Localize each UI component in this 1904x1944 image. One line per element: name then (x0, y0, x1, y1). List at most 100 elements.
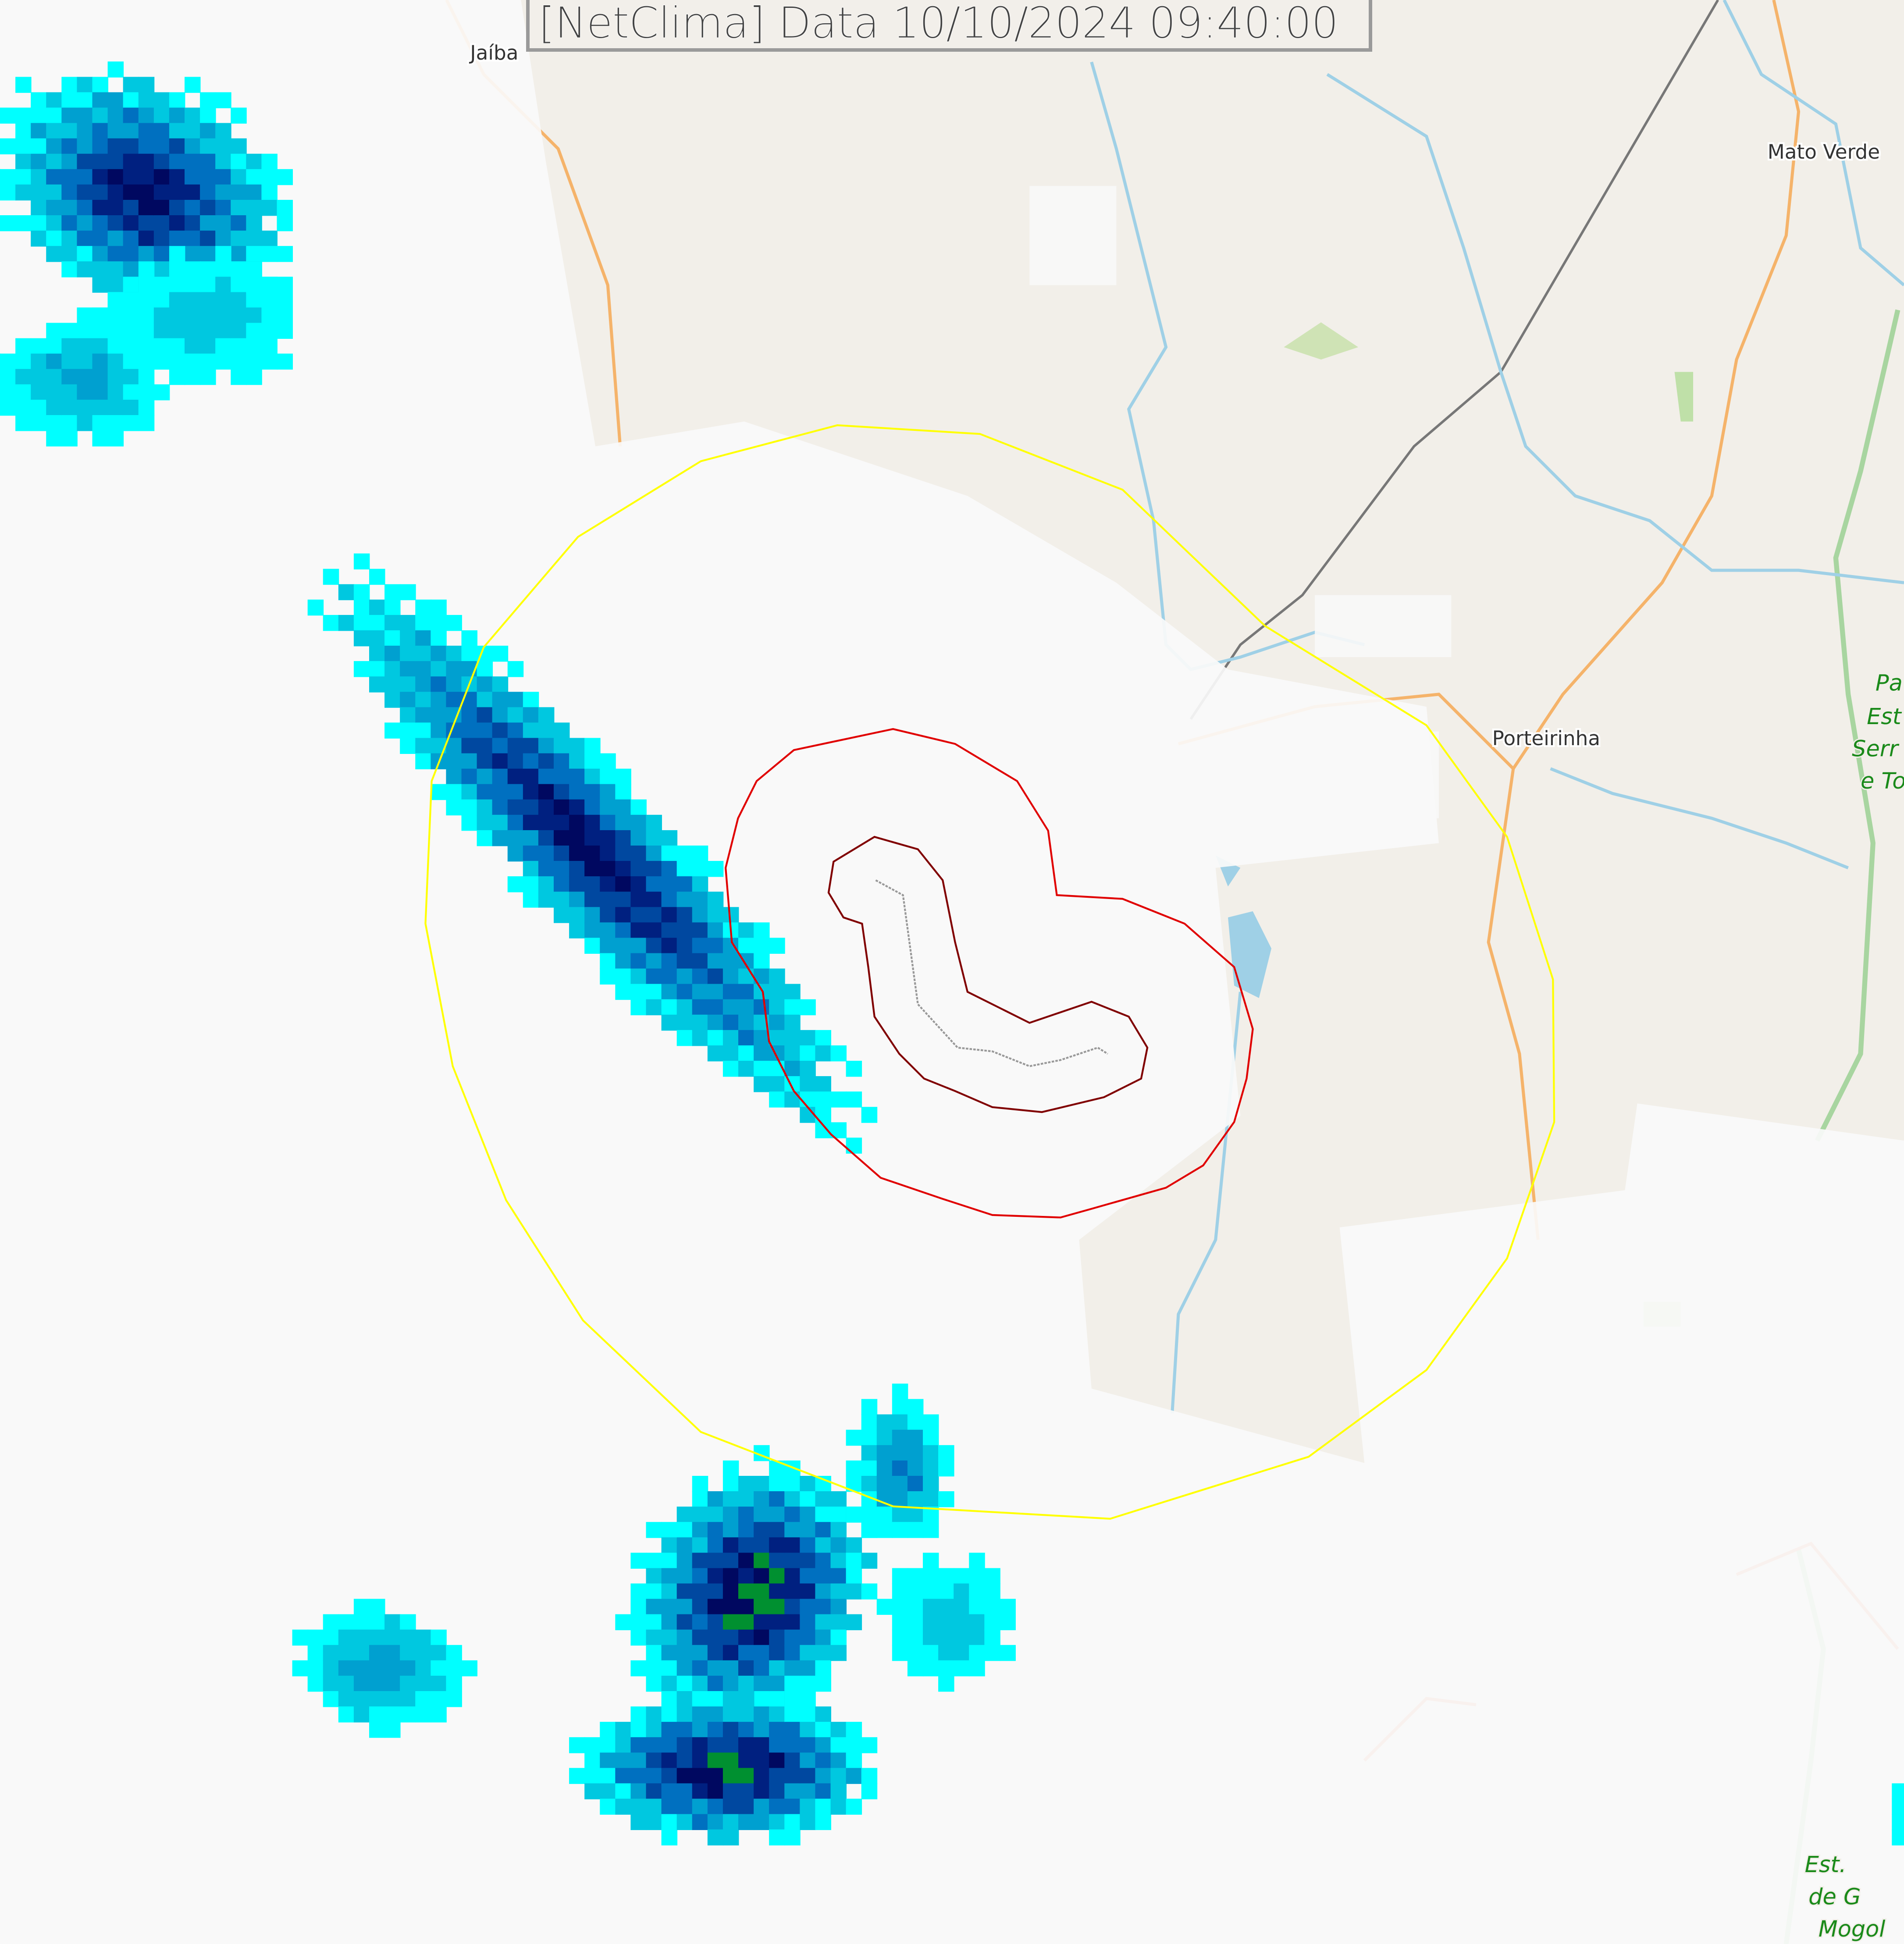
radar-cell (369, 1614, 385, 1631)
radar-cell (907, 1629, 924, 1646)
radar-cell (692, 1645, 708, 1661)
radar-cell (676, 1691, 693, 1707)
radar-cell (231, 369, 247, 385)
radar-cell (630, 861, 647, 877)
radar-cell (615, 1737, 631, 1753)
radar-cell (461, 646, 478, 662)
radar-cell (369, 1599, 385, 1615)
radar-cell (692, 1798, 708, 1815)
radar-cell (400, 1660, 416, 1677)
radar-cell (754, 1030, 770, 1046)
radar-cell (800, 1491, 816, 1507)
radar-cell (769, 1614, 785, 1631)
radar-cell (646, 953, 662, 969)
radar-cell (754, 1814, 770, 1830)
radar-cell (615, 938, 631, 954)
radar-cell (231, 107, 247, 124)
radar-cell (800, 1814, 816, 1830)
radar-cell (661, 1614, 678, 1631)
radar-cell (692, 1599, 708, 1615)
radar-cell (92, 384, 108, 401)
radar-cell (769, 1507, 785, 1523)
radar-cell (215, 246, 231, 262)
radar-cell (646, 922, 662, 938)
radar-cell (46, 231, 62, 247)
radar-cell (876, 1460, 893, 1477)
radar-cell (138, 169, 155, 185)
radar-cell (692, 1737, 708, 1753)
radar-cell (400, 722, 416, 739)
radar-cell (800, 1475, 816, 1492)
radar-cell (738, 1660, 754, 1677)
radar-cell (169, 307, 185, 323)
radar-cell (569, 1768, 585, 1784)
radar-cell (153, 353, 170, 370)
radar-cell (800, 1507, 816, 1523)
radar-cell (107, 384, 124, 401)
radar-cell (815, 1553, 831, 1569)
radar-cell (846, 1583, 862, 1599)
radar-cell (754, 1737, 770, 1753)
radar-cell (200, 184, 216, 201)
radar-cell (830, 1722, 847, 1738)
radar-cell (185, 77, 201, 93)
radar-cell (969, 1568, 985, 1584)
radar-cell (722, 1783, 739, 1799)
radar-cell (769, 1076, 785, 1092)
radar-cell (523, 845, 539, 862)
radar-cell (769, 1722, 785, 1738)
radar-cell (769, 1675, 785, 1692)
radar-cell (77, 369, 93, 385)
radar-cell (830, 1522, 847, 1538)
radar-cell (769, 1091, 785, 1108)
radar-cell (707, 968, 724, 985)
radar-cell (0, 353, 16, 370)
radar-cell (923, 1614, 939, 1631)
radar-cell (676, 861, 693, 877)
radar-cell (231, 231, 247, 247)
radar-cell (461, 768, 478, 785)
radar-cell (92, 138, 108, 155)
radar-cell (800, 1783, 816, 1799)
radar-cell (261, 199, 278, 216)
radar-cell (215, 261, 231, 277)
radar-cell (261, 184, 278, 201)
radar-cell (138, 323, 155, 339)
radar-cell (61, 92, 78, 108)
radar-cell (615, 968, 631, 985)
radar-cell (400, 630, 416, 647)
radar-cell (800, 1614, 816, 1631)
radar-cell (861, 1445, 878, 1461)
place-label[interactable]: Porteirinha (1490, 725, 1602, 752)
radar-cell (754, 1768, 770, 1784)
radar-cell (861, 1768, 878, 1784)
radar-cell (492, 753, 509, 770)
radar-cell (907, 1445, 924, 1461)
radar-cell (876, 1522, 893, 1538)
radar-cell (769, 999, 785, 1016)
place-label[interactable]: Jaíba (467, 39, 520, 66)
radar-cell (215, 231, 231, 247)
radar-cell (707, 1629, 724, 1646)
radar-cell (277, 246, 293, 262)
radar-cell (861, 1553, 878, 1569)
radar-cell (31, 169, 47, 185)
radar-cell (185, 338, 201, 355)
radar-cell (600, 753, 616, 770)
radar-cell (769, 1645, 785, 1661)
radar-cell (738, 1568, 754, 1584)
radar-cell (722, 1691, 739, 1707)
radar-cell (800, 999, 816, 1016)
radar-cell (815, 1030, 831, 1046)
radar-cell (707, 1583, 724, 1599)
radar-cell (123, 323, 139, 339)
radar-cell (584, 814, 601, 831)
radar-cell (692, 1553, 708, 1569)
radar-cell (707, 1045, 724, 1062)
place-label[interactable]: Mato Verde (1766, 139, 1882, 165)
radar-cell (800, 1599, 816, 1615)
radar-cell (369, 599, 385, 616)
radar-cell (353, 1675, 370, 1692)
radar-cell (646, 984, 662, 1000)
